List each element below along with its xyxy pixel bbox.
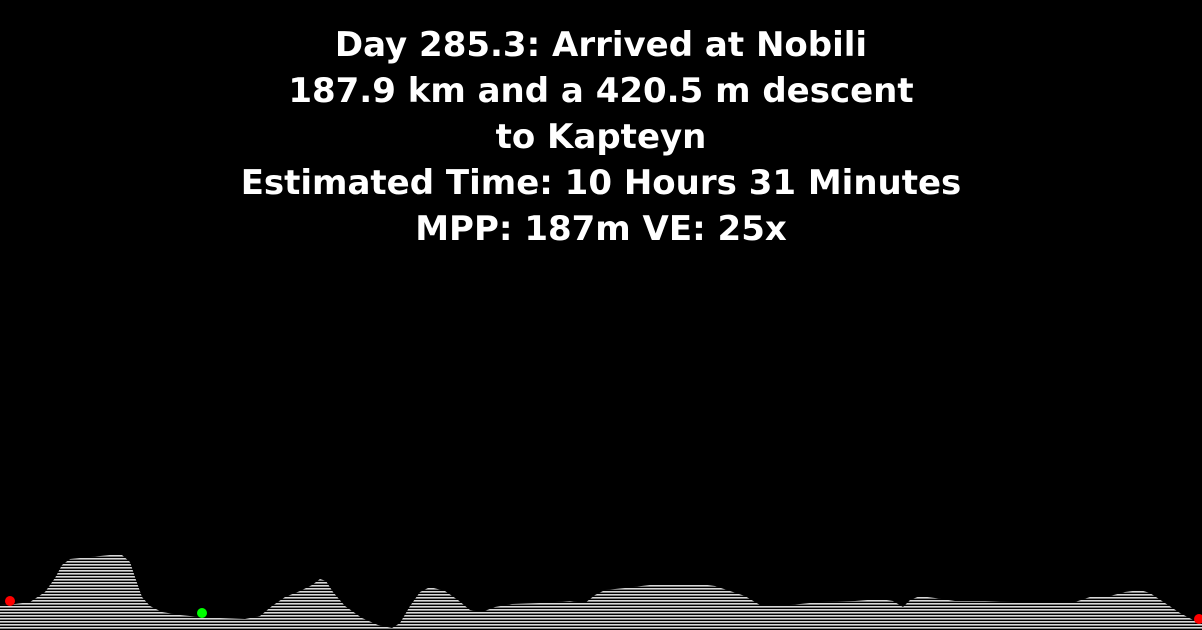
distance-line: 187.9 km and a 420.5 m descent [288, 71, 914, 111]
estimated-time: Estimated Time: 10 Hours 31 Minutes [240, 163, 962, 203]
start-marker [5, 596, 15, 606]
day-title: Day 285.3: Arrived at Nobili [334, 25, 868, 65]
title-block: Day 285.3: Arrived at Nobili 187.9 km an… [0, 22, 1202, 252]
scale-info: MPP: 187m VE: 25x [415, 209, 787, 249]
current-position-marker [197, 608, 207, 618]
end-marker [1194, 614, 1202, 624]
terrain-area [0, 555, 1202, 630]
destination-line: to Kapteyn [495, 117, 707, 157]
